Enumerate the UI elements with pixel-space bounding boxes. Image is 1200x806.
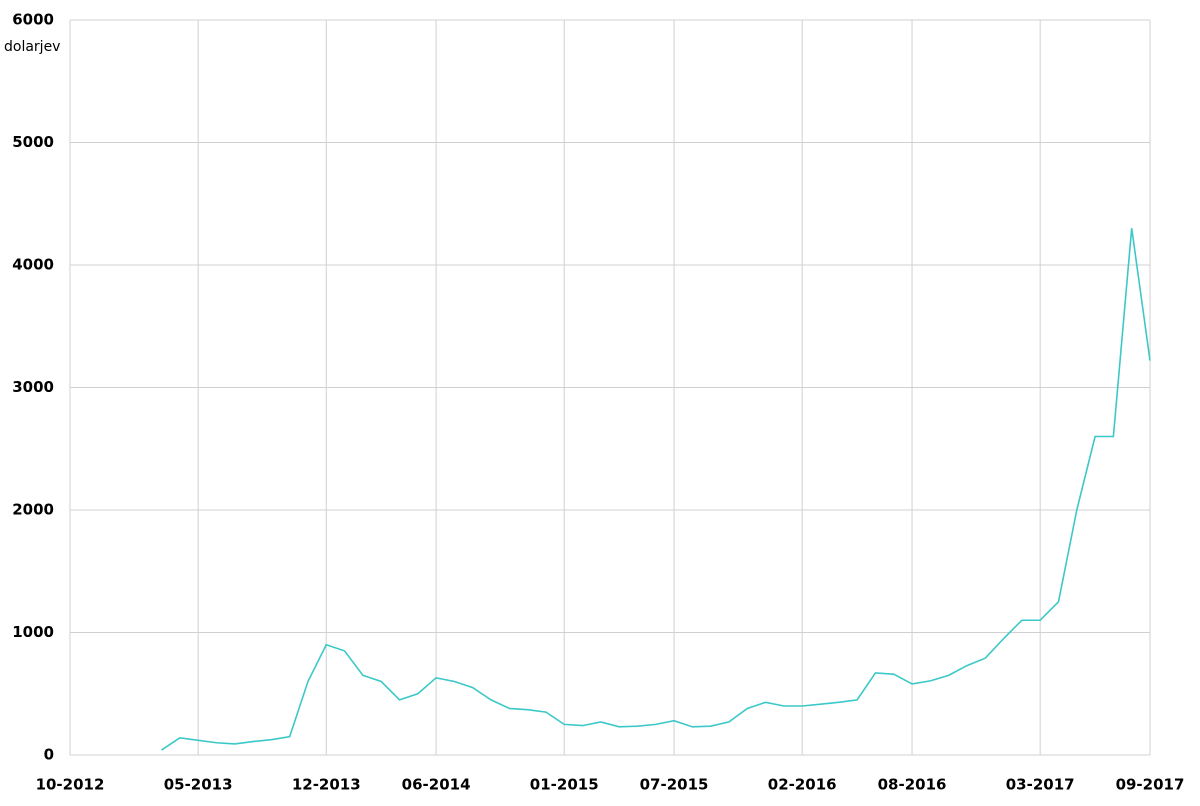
x-tick-label: 10-2012 — [36, 776, 105, 794]
x-tick-label: 02-2016 — [768, 776, 837, 794]
x-tick-label: 06-2014 — [402, 776, 471, 794]
y-tick-label: 2000 — [12, 501, 54, 519]
y-tick-label: 4000 — [12, 256, 54, 274]
x-tick-label: 01-2015 — [530, 776, 599, 794]
y-tick-label: 3000 — [12, 378, 54, 396]
x-tick-label: 08-2016 — [878, 776, 947, 794]
x-tick-label: 12-2013 — [292, 776, 361, 794]
x-tick-label: 03-2017 — [1006, 776, 1075, 794]
price-line — [161, 228, 1151, 751]
y-tick-label: 6000 — [12, 11, 54, 29]
y-tick-label: 1000 — [12, 623, 54, 641]
y-unit: dolarjev — [4, 39, 60, 55]
y-tick-label: 5000 — [12, 133, 54, 151]
y-tick-label: 0 — [44, 746, 54, 764]
x-tick-label: 09-2017 — [1116, 776, 1185, 794]
x-tick-label: 05-2013 — [164, 776, 233, 794]
x-tick-label: 07-2015 — [640, 776, 709, 794]
